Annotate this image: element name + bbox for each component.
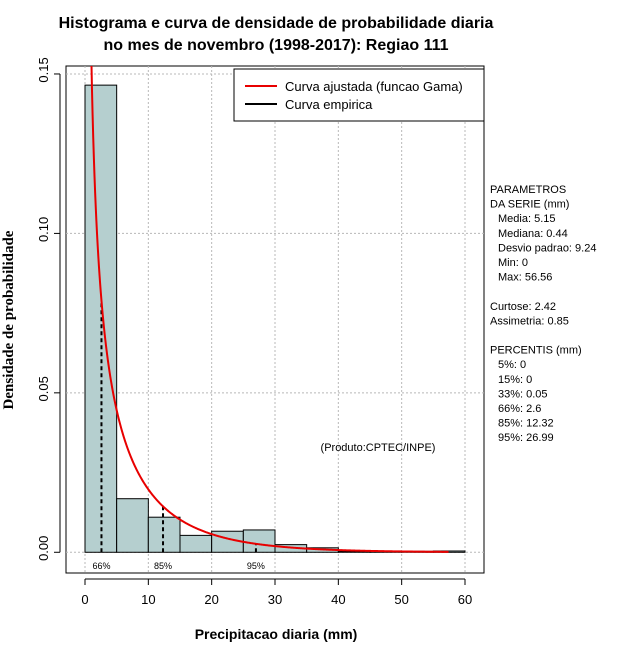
x-tick-label-4: 40 — [331, 592, 345, 607]
stats-line-1: DA SERIE (mm) — [490, 199, 569, 211]
stats-line-11: PERCENTIS (mm) — [490, 345, 582, 357]
gamma-curve-line — [90, 65, 449, 553]
y-axis-label: Densidade de probabilidade — [1, 230, 17, 409]
x-tick-label-0: 0 — [81, 592, 88, 607]
x-tick-label-5: 50 — [394, 592, 408, 607]
product-credit: (Produto:CPTEC/INPE) — [321, 442, 436, 454]
stats-line-17: 95%: 26.99 — [498, 432, 554, 444]
percentile-label-1: 85% — [154, 561, 172, 571]
y-tick-label-0: 0.00 — [36, 536, 51, 561]
x-tick-label-1: 10 — [141, 592, 155, 607]
legend-empirical-label: Curva empirica — [285, 97, 373, 112]
percentile-label-2: 95% — [247, 561, 265, 571]
stats-line-3: Mediana: 0.44 — [498, 228, 568, 240]
legend-curve-label: Curva ajustada (funcao Gama) — [285, 79, 463, 94]
histogram-bar-1 — [116, 498, 149, 553]
stats-line-16: 85%: 12.32 — [498, 418, 554, 430]
stats-line-6: Max: 56.56 — [498, 272, 552, 284]
stats-line-13: 15%: 0 — [498, 374, 532, 386]
gamma-curve — [90, 65, 449, 553]
stats-line-15: 66%: 2.6 — [498, 403, 541, 415]
series-stats-panel: PARAMETROS DA SERIE (mm) Media: 5.15 Medi… — [490, 184, 596, 444]
stats-line-0: PARAMETROS — [490, 184, 566, 196]
stats-line-14: 33%: 0.05 — [498, 388, 548, 400]
x-tick-label-2: 20 — [204, 592, 218, 607]
histogram-bar-5 — [242, 529, 276, 553]
histogram-bar-2 — [147, 516, 181, 553]
stats-line-2: Media: 5.15 — [498, 213, 555, 225]
x-axis: 0 10 20 30 40 50 60 — [81, 578, 472, 607]
stats-line-4: Desvio padrao: 9.24 — [498, 242, 596, 254]
stats-line-8: Curtose: 2.42 — [490, 301, 556, 313]
y-axis: 0.00 0.05 0.10 0.15 — [36, 57, 61, 561]
y-tick-label-1: 0.05 — [36, 376, 51, 401]
x-tick-label-3: 30 — [268, 592, 282, 607]
legend: Curva ajustada (funcao Gama) Curva empir… — [233, 68, 485, 122]
stats-line-5: Min: 0 — [498, 257, 528, 269]
stats-line-9: Assimetria: 0.85 — [490, 315, 569, 327]
histogram-bar-3 — [179, 534, 213, 553]
stats-line-12: 5%: 0 — [498, 359, 526, 371]
grid-lines — [66, 66, 484, 573]
x-tick-label-6: 60 — [458, 592, 472, 607]
chart-title-line-2: no mes de novembro (1998-2017): Regiao 1… — [103, 37, 448, 54]
y-tick-label-2: 0.10 — [36, 217, 51, 242]
percentile-markers: 66% 85% 95% — [92, 300, 265, 571]
x-axis-label: Precipitacao diaria (mm) — [195, 626, 358, 642]
chart-title-line-1: Histograma e curva de densidade de proba… — [59, 15, 494, 32]
legend-box — [233, 68, 485, 122]
y-tick-label-3: 0.15 — [36, 57, 51, 82]
percentile-label-0: 66% — [92, 561, 110, 571]
